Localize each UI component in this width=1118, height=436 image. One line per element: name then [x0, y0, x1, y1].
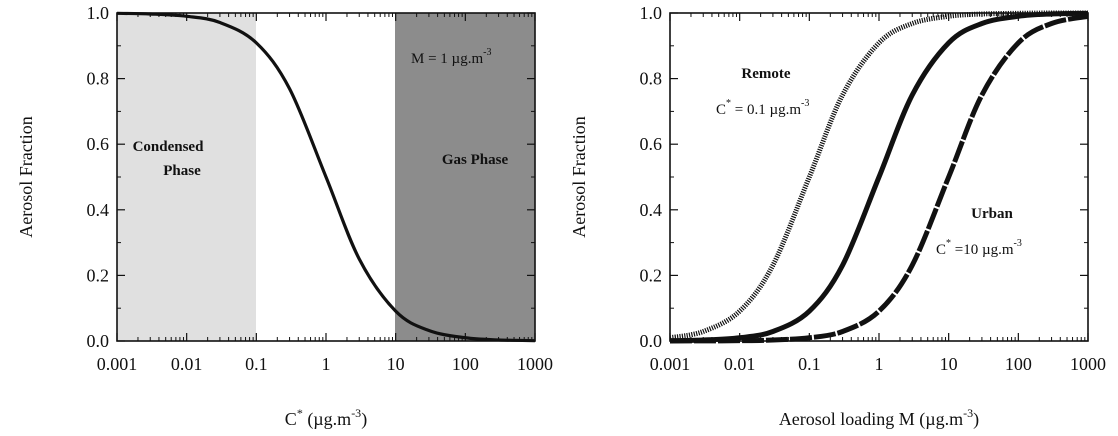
right-x-tick-label: 1 [875, 354, 884, 374]
right-y-tick-label: 0.4 [640, 200, 663, 220]
left-series-line-0 [116, 11, 536, 343]
remote-value: C* = 0.1 µg.m-3 [716, 98, 809, 118]
left-y-tick-label: 0.0 [87, 331, 110, 351]
condensed-label-line2: Phase [163, 163, 201, 179]
right-series-line-1 [669, 10, 1089, 344]
condensed-label-line1: Condensed [133, 139, 205, 155]
mass-annotation-sup: -3 [483, 47, 491, 58]
right-y-axis-label: Aerosol Fraction [569, 116, 589, 237]
region-gas [395, 13, 535, 341]
left-y-tick-label: 0.6 [87, 134, 110, 154]
left-tick-labels: 0.001 0.01 0.1 1 10 100 1000 0.0 0.2 0.4 0.6 0.8 1.0 [87, 3, 554, 374]
left-x-label-c: C [285, 409, 297, 429]
left-y-tick-label: 0.4 [87, 200, 110, 220]
left-ticks [116, 12, 536, 342]
right-series [669, 10, 1089, 344]
left-x-tick-label: 100 [452, 354, 479, 374]
left-x-label-units: (µg.m [303, 409, 351, 430]
chart-right: 0.001 0.01 0.1 1 10 100 1000 0.0 0.2 0.4 0.6 0.8 1.0… [569, 3, 1106, 430]
left-x-label-units-sup: -3 [351, 406, 361, 420]
right-x-tick-label: 0.001 [650, 354, 691, 374]
remote-sup: -3 [801, 98, 809, 109]
left-x-label-close: ) [361, 409, 367, 430]
right-tick-labels: 0.001 0.01 0.1 1 10 100 1000 0.0 0.2 0.4 0.6 0.8 1.0 [640, 3, 1107, 374]
right-x-axis-label: Aerosol loading M (µg.m-3) [779, 406, 979, 430]
left-y-tick-label: 0.8 [87, 69, 110, 89]
urban-title: Urban [971, 206, 1013, 222]
remote-text: = 0.1 µg.m [731, 102, 801, 118]
right-x-tick-label: 0.1 [798, 354, 821, 374]
remote-title: Remote [741, 66, 790, 82]
right-y-tick-label: 0.0 [640, 331, 663, 351]
right-x-label-close: ) [973, 409, 979, 430]
left-x-tick-label: 0.001 [97, 354, 138, 374]
right-y-tick-label: 1.0 [640, 3, 663, 23]
right-y-tick-label: 0.2 [640, 265, 663, 285]
mass-annotation: M = 1 µg.m-3 [411, 47, 491, 67]
left-x-axis-label: C* (µg.m-3) [285, 406, 367, 430]
left-x-tick-label: 1 [322, 354, 331, 374]
left-x-tick-label: 10 [387, 354, 405, 374]
region-condensed [117, 13, 256, 341]
left-x-label-star: * [297, 406, 303, 420]
remote-c: C [716, 102, 726, 118]
right-x-label-sup: -3 [963, 406, 973, 420]
urban-value: C* =10 µg.m-3 [936, 238, 1022, 258]
left-y-tick-label: 1.0 [87, 3, 110, 23]
remote-star: * [726, 98, 731, 109]
right-y-tick-label: 0.6 [640, 134, 663, 154]
gas-phase-label: Gas Phase [442, 152, 509, 168]
left-y-tick-label: 0.2 [87, 265, 110, 285]
left-x-tick-label: 0.01 [171, 354, 203, 374]
right-x-label-text: Aerosol loading M (µg.m [779, 409, 963, 430]
urban-text: =10 µg.m [951, 242, 1014, 258]
right-x-tick-label: 0.01 [724, 354, 756, 374]
right-plot-frame [669, 12, 1089, 342]
left-plot-frame [116, 12, 536, 342]
urban-star: * [946, 238, 951, 249]
right-y-tick-label: 0.8 [640, 69, 663, 89]
urban-c: C [936, 242, 946, 258]
left-x-tick-label: 0.1 [245, 354, 268, 374]
mass-annotation-text: M = 1 µg.m [411, 51, 483, 67]
chart-left: 0.001 0.01 0.1 1 10 100 1000 0.0 0.2 0.4 0.6 0.8 1.0… [16, 3, 553, 430]
urban-sup: -3 [1014, 238, 1022, 249]
right-x-tick-label: 1000 [1070, 354, 1106, 374]
right-x-tick-label: 100 [1005, 354, 1032, 374]
left-series [116, 11, 536, 343]
left-x-tick-label: 1000 [517, 354, 553, 374]
right-x-tick-label: 10 [940, 354, 958, 374]
left-y-axis-label: Aerosol Fraction [16, 116, 36, 237]
